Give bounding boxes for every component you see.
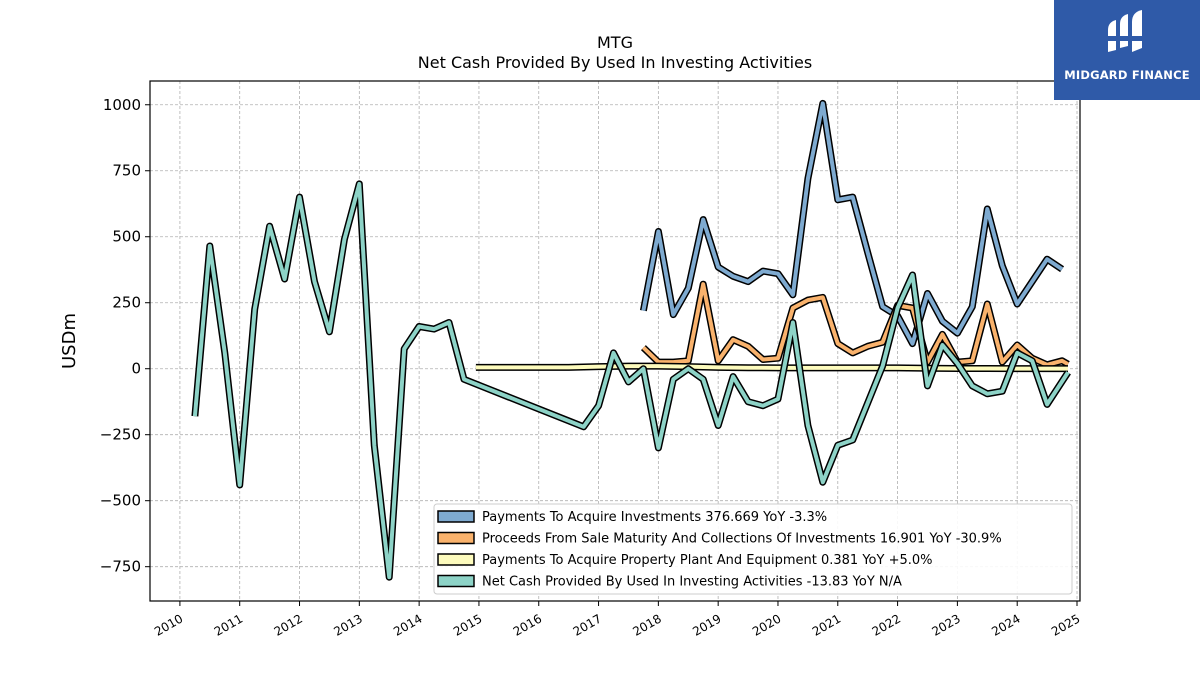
chart-title: MTG <box>597 33 633 52</box>
series-line-1 <box>642 282 1069 367</box>
x-tick-label: 2011 <box>212 611 245 638</box>
series-line-3 <box>192 181 1070 580</box>
x-tick-label: 2020 <box>750 611 783 638</box>
y-tick-label: 250 <box>112 294 141 312</box>
plot-frame <box>149 80 1081 602</box>
series-line-2 <box>475 364 1068 371</box>
legend-box <box>433 503 1073 595</box>
x-tick-label: 2022 <box>870 611 903 638</box>
y-tick-label: 750 <box>112 162 141 180</box>
y-axis: −750 −500 −250 0 250 500 750 1000 <box>100 96 150 576</box>
y-tick-label: −250 <box>100 426 141 444</box>
x-axis: 2010 2011 2012 2013 2014 2015 2016 2017 2018 2019… <box>152 601 1083 639</box>
legend-swatch-3 <box>437 574 475 588</box>
y-tick-label: 500 <box>112 228 141 246</box>
x-tick-label: 2010 <box>152 611 185 638</box>
brand-name: MIDGARD FINANCE <box>1064 68 1190 82</box>
x-tick-label: 2014 <box>391 611 424 638</box>
legend-label-2: Payments To Acquire Property Plant And E… <box>482 553 933 568</box>
legend-swatch-1 <box>437 531 475 545</box>
x-tick-label: 2023 <box>929 611 962 638</box>
legend-label-1: Proceeds From Sale Maturity And Collecti… <box>482 532 1002 547</box>
x-tick-label: 2021 <box>810 611 843 638</box>
y-tick-label: −500 <box>100 492 141 510</box>
x-tick-label: 2017 <box>571 611 604 638</box>
brand-logo: MIDGARD FINANCE <box>1054 0 1200 100</box>
x-tick-label: 2013 <box>331 611 364 638</box>
legend-label-0: Payments To Acquire Investments 376.669 … <box>482 510 827 525</box>
legend-swatch-0 <box>437 510 475 523</box>
x-tick-label: 2024 <box>989 611 1022 638</box>
chart-subtitle: Net Cash Provided By Used In Investing A… <box>418 53 812 72</box>
x-tick-label: 2025 <box>1049 611 1082 638</box>
x-tick-label: 2018 <box>630 611 663 638</box>
legend-label-3: Net Cash Provided By Used In Investing A… <box>482 575 902 590</box>
legend-swatch-2 <box>437 553 475 566</box>
y-axis-label: USDm <box>59 313 80 369</box>
legend: Payments To Acquire Investments 376.669 … <box>433 503 1073 595</box>
x-tick-label: 2019 <box>690 611 723 638</box>
midgard-logo-icon <box>1106 10 1144 52</box>
series-line-0 <box>641 101 1064 346</box>
y-tick-label: 1000 <box>103 96 141 114</box>
y-tick-label: −750 <box>100 558 141 576</box>
y-tick-label: 0 <box>131 360 141 378</box>
x-tick-label: 2012 <box>272 611 305 638</box>
x-tick-label: 2015 <box>451 611 484 638</box>
series-lines <box>191 99 1071 581</box>
x-tick-label: 2016 <box>511 611 544 638</box>
